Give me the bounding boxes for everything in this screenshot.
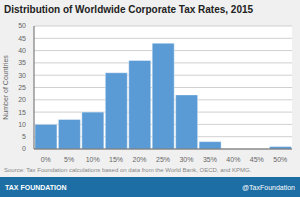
- svg-text:5: 5: [22, 133, 26, 140]
- svg-text:0%: 0%: [41, 156, 51, 163]
- html-text:TAX FOUNDATION: TAX FOUNDATION: [5, 183, 67, 191]
- svg-text:45: 45: [18, 35, 26, 42]
- svg-text:20: 20: [18, 96, 26, 103]
- svg-text:30: 30: [18, 72, 26, 79]
- html-text:@TaxFoundation: @TaxFoundation: [242, 183, 295, 191]
- svg-text:35: 35: [18, 59, 26, 66]
- svg-text:5%: 5%: [64, 156, 74, 163]
- svg-text:Number of Countries: Number of Countries: [8, 55, 9, 120]
- svg-text:20%: 20%: [133, 156, 147, 163]
- svg-text:45%: 45%: [250, 156, 264, 163]
- svg-text:0: 0: [22, 145, 26, 152]
- svg-text:35%: 35%: [203, 156, 217, 163]
- svg-text:40: 40: [18, 47, 26, 54]
- svg-text:25: 25: [18, 84, 26, 91]
- html-text:Source: Tax Foundation calcula: Source: Tax Foundation calculations base…: [4, 167, 252, 173]
- html-text:Distribution of Worldwide Corp: Distribution of Worldwide Corporate Tax …: [4, 4, 254, 15]
- svg-text:10: 10: [18, 121, 26, 128]
- svg-text:10%: 10%: [86, 156, 100, 163]
- svg-text:50%: 50%: [273, 156, 287, 163]
- svg-text:40%: 40%: [226, 156, 240, 163]
- svg-text:15%: 15%: [109, 156, 123, 163]
- svg-text:30%: 30%: [179, 156, 193, 163]
- svg-text:25%: 25%: [156, 156, 170, 163]
- svg-text:50: 50: [18, 22, 26, 29]
- svg-text:15: 15: [18, 109, 26, 116]
